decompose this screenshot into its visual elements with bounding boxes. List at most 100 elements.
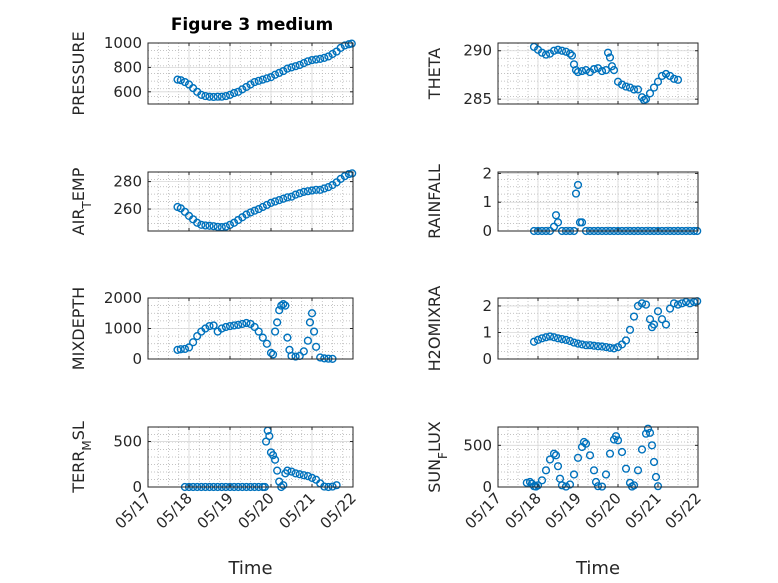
data-point bbox=[205, 92, 214, 101]
data-point bbox=[316, 353, 325, 362]
data-point bbox=[197, 90, 206, 99]
data-point bbox=[649, 320, 659, 329]
data-point bbox=[246, 208, 255, 217]
data-point bbox=[537, 334, 547, 343]
data-point bbox=[569, 470, 579, 479]
data-point bbox=[287, 192, 296, 201]
data-point bbox=[250, 77, 259, 87]
data-point bbox=[589, 466, 599, 475]
data-point bbox=[647, 441, 657, 450]
data-point bbox=[641, 429, 651, 438]
subplot-5: 0 1000 2000 MIXDEPTH bbox=[69, 287, 354, 370]
data-point bbox=[262, 74, 272, 83]
data-point bbox=[577, 340, 587, 349]
data-point bbox=[275, 196, 284, 205]
subplot-4: 0 1 2 RAINFALL bbox=[425, 164, 702, 240]
y-tick-label: 600 bbox=[113, 83, 142, 101]
subplot-2: 285 290 THETA bbox=[425, 42, 699, 108]
data-point bbox=[176, 76, 185, 85]
y-tick-label: 1 bbox=[482, 193, 492, 211]
data-point bbox=[605, 343, 615, 352]
data-point bbox=[573, 67, 583, 77]
data-point bbox=[641, 95, 651, 104]
y-tick-label: 280 bbox=[113, 173, 142, 191]
data-point bbox=[533, 335, 543, 345]
data-point bbox=[287, 63, 296, 72]
data-point bbox=[283, 193, 292, 202]
subplot-3: 260 280 AIRTEMP bbox=[69, 167, 357, 235]
data-point bbox=[669, 299, 679, 308]
data-point bbox=[601, 470, 611, 479]
data-point bbox=[303, 57, 313, 66]
data-point bbox=[557, 481, 567, 490]
y-tick-label: 1000 bbox=[104, 320, 142, 338]
data-point bbox=[585, 451, 595, 460]
data-point bbox=[529, 337, 539, 346]
data-point bbox=[184, 343, 194, 352]
data-point bbox=[557, 335, 567, 344]
data-point bbox=[340, 172, 349, 181]
data-point bbox=[193, 218, 202, 227]
y-axis-label: MIXDEPTH bbox=[69, 287, 88, 370]
data-point bbox=[541, 50, 551, 59]
data-point bbox=[250, 322, 259, 332]
data-point bbox=[613, 436, 623, 445]
data-point bbox=[324, 52, 333, 61]
data-point bbox=[551, 211, 561, 220]
data-point bbox=[279, 300, 288, 309]
y-axis-label: SUNFLUX bbox=[425, 421, 450, 493]
data-point bbox=[549, 333, 559, 342]
data-point bbox=[271, 70, 280, 79]
data-point bbox=[291, 352, 300, 361]
data-point bbox=[625, 325, 635, 334]
minor-grid bbox=[497, 172, 699, 232]
axes-box bbox=[497, 297, 699, 360]
data-point bbox=[205, 321, 214, 331]
y-tick-label: 500 bbox=[463, 436, 492, 454]
data-point bbox=[180, 77, 190, 87]
data-point bbox=[681, 297, 691, 307]
data-point bbox=[299, 59, 308, 68]
y-tick-label: 500 bbox=[113, 433, 142, 451]
data-point bbox=[262, 200, 272, 210]
data-point bbox=[291, 469, 300, 478]
figure-title: Figure 3 medium bbox=[171, 15, 333, 35]
data-point bbox=[201, 324, 210, 333]
y-tick-label: 2 bbox=[482, 164, 492, 182]
data-point bbox=[221, 322, 231, 332]
y-tick-label: 2000 bbox=[104, 289, 142, 307]
data-point bbox=[324, 182, 333, 192]
data-point bbox=[641, 300, 651, 309]
data-point bbox=[677, 299, 687, 308]
data-point bbox=[238, 85, 247, 94]
data-point bbox=[271, 197, 280, 206]
data-point bbox=[629, 85, 639, 94]
data-point bbox=[589, 341, 599, 350]
y-tick-label: 0 bbox=[482, 222, 492, 240]
data-point bbox=[637, 445, 647, 454]
data-point bbox=[173, 75, 182, 84]
data-point bbox=[549, 46, 559, 55]
data-point bbox=[579, 437, 589, 447]
y-tick-label: 800 bbox=[113, 58, 142, 76]
data-point bbox=[661, 69, 671, 79]
y-axis-label: H2OMIXRA bbox=[425, 286, 444, 372]
x-axis-label: Time bbox=[575, 558, 620, 579]
data-point bbox=[637, 299, 647, 308]
data-point bbox=[312, 342, 321, 351]
data-point bbox=[217, 324, 226, 333]
data-point bbox=[320, 354, 329, 363]
data-point bbox=[573, 339, 583, 348]
axes-box bbox=[497, 171, 699, 232]
data-point bbox=[348, 169, 357, 178]
data-point bbox=[316, 185, 325, 194]
data-point bbox=[268, 350, 278, 359]
data-point bbox=[651, 472, 661, 482]
data-point bbox=[611, 432, 621, 441]
data-point bbox=[295, 470, 304, 479]
data-point bbox=[617, 80, 627, 89]
data-point bbox=[213, 222, 222, 231]
data-point bbox=[593, 482, 603, 491]
data-point bbox=[591, 477, 601, 487]
